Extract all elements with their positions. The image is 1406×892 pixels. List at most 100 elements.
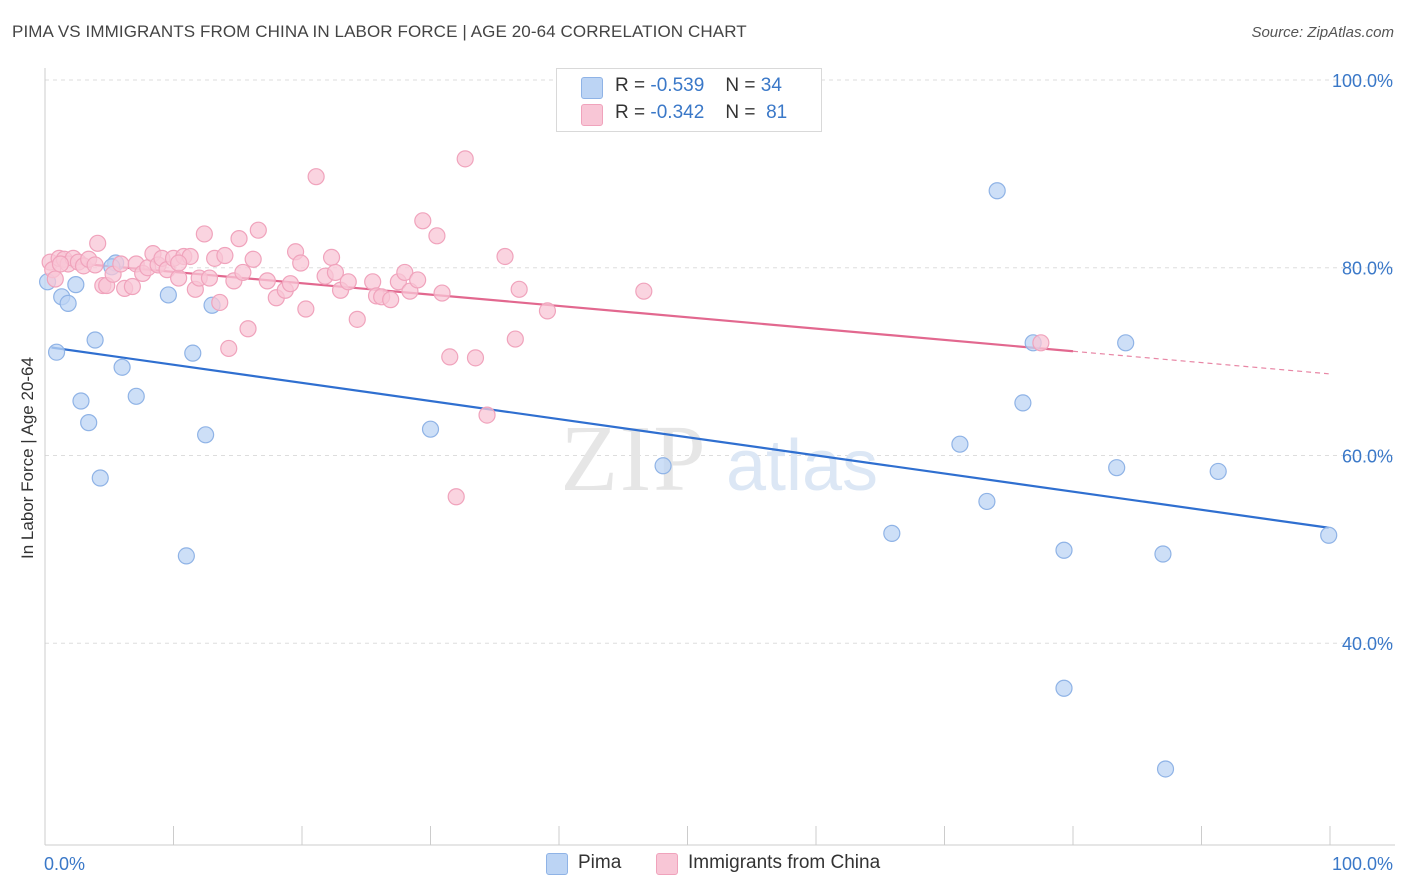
china-point bbox=[216, 246, 234, 265]
legend-text-china: R = -0.342 N = 81 bbox=[615, 102, 787, 124]
china-point bbox=[428, 227, 446, 245]
china-point bbox=[635, 282, 653, 300]
china-point bbox=[112, 255, 130, 273]
y-tick-label: 60.0% bbox=[1342, 446, 1393, 466]
china-point bbox=[86, 256, 104, 274]
china-point bbox=[170, 269, 188, 287]
watermark: ZIP atlas bbox=[561, 407, 879, 511]
china-point bbox=[292, 254, 310, 272]
pima-point bbox=[421, 420, 440, 438]
chart-title: PIMA VS IMMIGRANTS FROM CHINA IN LABOR F… bbox=[12, 22, 747, 41]
pima-point bbox=[184, 344, 202, 362]
china-point bbox=[297, 300, 315, 318]
china-point bbox=[456, 150, 474, 168]
china-point bbox=[239, 320, 257, 338]
pima-point bbox=[47, 343, 66, 361]
pima-point bbox=[1117, 334, 1135, 352]
china-point bbox=[339, 273, 357, 291]
china-swatch bbox=[656, 853, 678, 875]
china-point bbox=[414, 212, 432, 230]
china-point bbox=[244, 250, 262, 268]
china-point bbox=[249, 221, 267, 239]
pima-point bbox=[1055, 679, 1073, 697]
china-point bbox=[364, 273, 382, 291]
pima-point bbox=[883, 524, 901, 542]
pima-point bbox=[654, 457, 672, 475]
china-point bbox=[46, 270, 64, 288]
china-point bbox=[322, 248, 341, 267]
china-point bbox=[447, 488, 465, 506]
china-point bbox=[382, 291, 400, 309]
x-tick-label: 0.0% bbox=[44, 854, 85, 874]
pima-point bbox=[177, 547, 195, 565]
china-point bbox=[220, 339, 238, 358]
watermark-zip: ZIP bbox=[561, 407, 708, 511]
watermark-atlas: atlas bbox=[726, 426, 878, 506]
n-label: N = bbox=[725, 75, 756, 96]
pima-trend-line bbox=[51, 346, 1329, 529]
pima-point bbox=[951, 435, 969, 453]
china-point bbox=[211, 293, 229, 312]
pima-swatch bbox=[546, 853, 568, 875]
pima-point bbox=[72, 392, 90, 410]
pima-point bbox=[67, 276, 85, 294]
n-value: 34 bbox=[760, 75, 782, 96]
china-point bbox=[466, 349, 485, 367]
china-point bbox=[258, 272, 276, 290]
y-tick-label: 40.0% bbox=[1342, 634, 1393, 654]
china-point bbox=[200, 269, 219, 287]
pima-point bbox=[197, 426, 215, 444]
pima-point bbox=[978, 492, 996, 511]
china-point bbox=[433, 284, 451, 302]
china-point bbox=[170, 254, 188, 272]
bottom-legend-label-china: Immigrants from China bbox=[688, 852, 881, 873]
pima-point bbox=[1055, 541, 1073, 559]
pima-point bbox=[113, 358, 131, 376]
china-point bbox=[506, 330, 524, 348]
china-point bbox=[348, 310, 366, 328]
china-point bbox=[281, 275, 300, 293]
r-value: -0.342 bbox=[650, 102, 705, 123]
china-point bbox=[123, 277, 141, 296]
pima-point bbox=[127, 387, 145, 405]
china-point bbox=[230, 230, 248, 248]
pima-point bbox=[1156, 760, 1175, 778]
pima-swatch bbox=[581, 77, 603, 99]
r-value: -0.539 bbox=[650, 75, 705, 96]
legend-text-pima: R = -0.539 N = 34 bbox=[615, 75, 782, 97]
china-point bbox=[510, 280, 528, 298]
y-axis-label: In Labor Force | Age 20-64 bbox=[18, 357, 37, 559]
pima-point bbox=[59, 294, 77, 312]
china-point bbox=[478, 406, 496, 424]
x-tick-label: 100.0% bbox=[1332, 854, 1393, 874]
china-trend-line bbox=[51, 260, 1074, 353]
china-point bbox=[441, 348, 459, 366]
china-point bbox=[307, 168, 325, 186]
china-point bbox=[496, 247, 514, 266]
china-point bbox=[234, 263, 252, 282]
china-point bbox=[326, 263, 345, 282]
china-point bbox=[89, 234, 107, 252]
y-tick-label: 80.0% bbox=[1342, 259, 1393, 279]
n-value: 81 bbox=[766, 102, 788, 123]
data-points bbox=[38, 150, 1338, 778]
china-point bbox=[538, 302, 557, 320]
tick-labels: 40.0% 60.0% 80.0% 100.0% 0.0% 100.0% bbox=[44, 71, 1393, 874]
pima-point bbox=[159, 286, 177, 304]
y-tick-label: 100.0% bbox=[1332, 71, 1393, 91]
pima-point bbox=[1320, 526, 1338, 544]
pima-point bbox=[86, 331, 104, 349]
china-point bbox=[195, 225, 213, 243]
stats-legend: R = -0.539 N = 34 R = -0.342 N = 81 bbox=[556, 68, 822, 132]
pima-point bbox=[80, 414, 98, 432]
pima-point bbox=[1108, 459, 1126, 477]
china-point bbox=[396, 263, 414, 282]
china-point bbox=[409, 271, 427, 289]
r-label: R = bbox=[615, 75, 646, 96]
pima-point bbox=[988, 182, 1006, 200]
china-point bbox=[1032, 334, 1050, 352]
r-label: R = bbox=[615, 102, 646, 123]
china-swatch bbox=[581, 104, 603, 126]
pima-point bbox=[1014, 394, 1032, 412]
